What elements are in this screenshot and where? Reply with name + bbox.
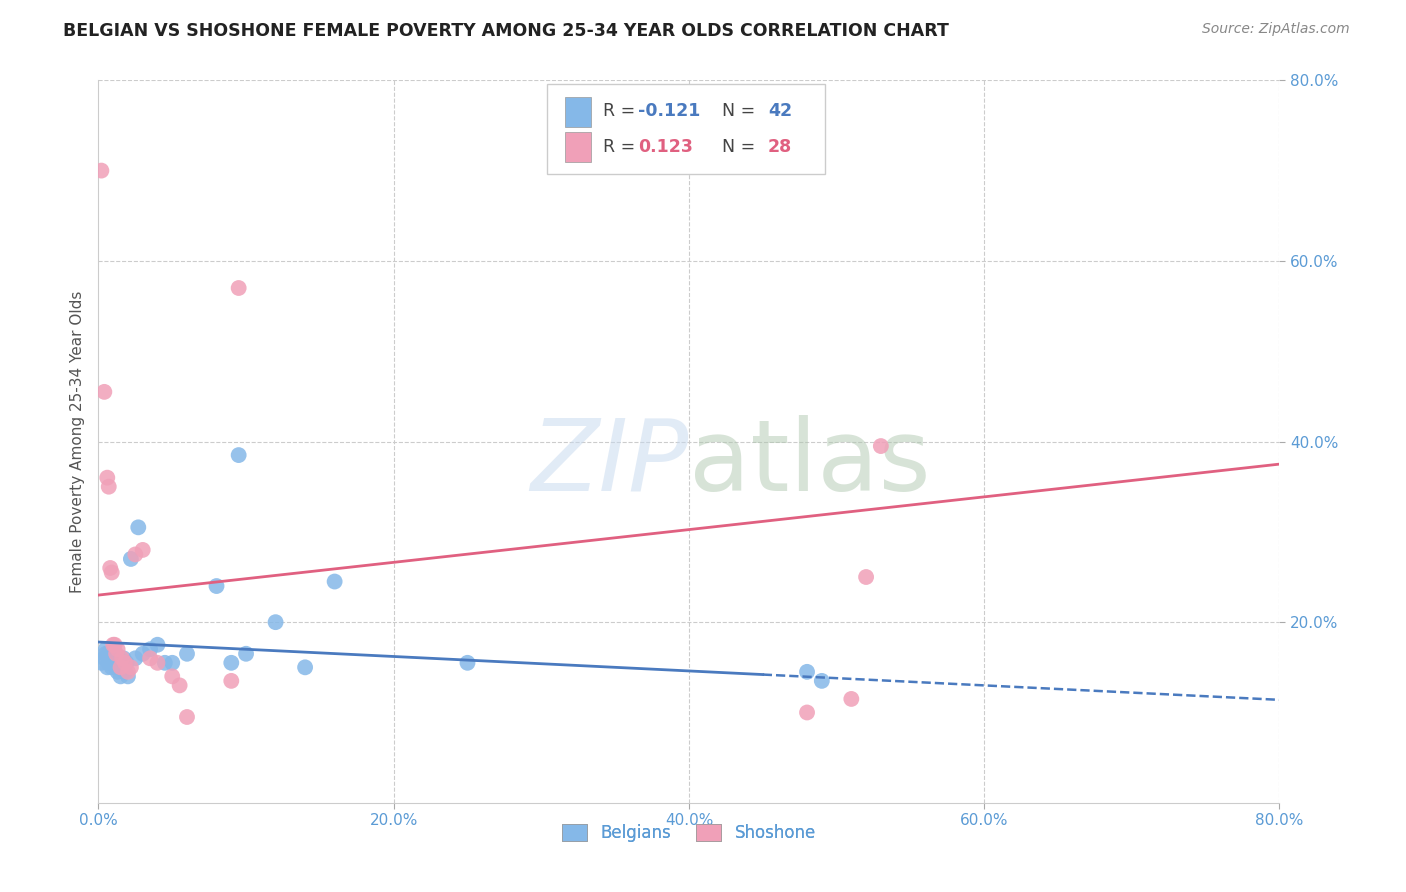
Point — [97, 647, 120, 661]
Point — [870, 439, 893, 453]
Point — [235, 647, 257, 661]
Point — [117, 665, 139, 679]
Point — [93, 384, 115, 399]
Point — [94, 647, 117, 661]
Legend: Belgians, Shoshone: Belgians, Shoshone — [555, 817, 823, 848]
Point — [146, 638, 169, 652]
Point — [855, 570, 877, 584]
Point — [114, 656, 136, 670]
Point — [103, 638, 125, 652]
Text: atlas: atlas — [689, 415, 931, 512]
Point — [117, 669, 139, 683]
Text: R =: R = — [603, 103, 641, 120]
Point — [120, 660, 142, 674]
FancyBboxPatch shape — [565, 97, 591, 128]
Point — [100, 660, 122, 674]
Y-axis label: Female Poverty Among 25-34 Year Olds: Female Poverty Among 25-34 Year Olds — [69, 291, 84, 592]
Point — [132, 542, 155, 557]
Point — [146, 656, 169, 670]
Point — [153, 656, 176, 670]
Point — [176, 710, 198, 724]
Point — [103, 647, 125, 661]
Point — [105, 647, 128, 661]
Point — [124, 651, 146, 665]
Point — [105, 660, 128, 674]
Point — [205, 579, 228, 593]
Point — [90, 656, 112, 670]
Point — [103, 656, 125, 670]
Text: BELGIAN VS SHOSHONE FEMALE POVERTY AMONG 25-34 YEAR OLDS CORRELATION CHART: BELGIAN VS SHOSHONE FEMALE POVERTY AMONG… — [63, 22, 949, 40]
Point — [323, 574, 346, 589]
Text: ZIP: ZIP — [530, 415, 689, 512]
Point — [111, 656, 134, 670]
Point — [139, 651, 162, 665]
Text: 0.123: 0.123 — [638, 137, 693, 156]
Point — [162, 656, 183, 670]
FancyBboxPatch shape — [565, 132, 591, 162]
Text: R =: R = — [603, 137, 645, 156]
Point — [221, 673, 243, 688]
Point — [169, 678, 191, 692]
Point — [98, 561, 121, 575]
Point — [810, 673, 832, 688]
Point — [97, 656, 120, 670]
Point — [90, 163, 112, 178]
Text: N =: N = — [711, 103, 761, 120]
Point — [110, 660, 132, 674]
Point — [111, 651, 134, 665]
Point — [114, 665, 136, 679]
Text: Source: ZipAtlas.com: Source: ZipAtlas.com — [1202, 22, 1350, 37]
Point — [112, 651, 135, 665]
Point — [796, 665, 818, 679]
Point — [94, 642, 117, 657]
Point — [124, 548, 146, 562]
Point — [104, 638, 127, 652]
Point — [139, 642, 162, 657]
Point — [107, 651, 129, 665]
Point — [120, 552, 142, 566]
Point — [841, 692, 863, 706]
FancyBboxPatch shape — [547, 84, 825, 174]
Point — [264, 615, 287, 630]
Point — [228, 448, 250, 462]
Point — [93, 651, 115, 665]
Point — [162, 669, 183, 683]
Point — [107, 665, 129, 679]
Point — [100, 566, 122, 580]
Point — [457, 656, 479, 670]
Point — [176, 647, 198, 661]
Point — [115, 656, 138, 670]
Point — [110, 669, 132, 683]
Point — [796, 706, 818, 720]
Point — [221, 656, 243, 670]
Text: -0.121: -0.121 — [638, 103, 700, 120]
Point — [107, 642, 129, 657]
Text: 28: 28 — [768, 137, 793, 156]
Text: 42: 42 — [768, 103, 792, 120]
Point — [104, 656, 127, 670]
Point — [127, 520, 149, 534]
Point — [100, 651, 122, 665]
Point — [96, 471, 118, 485]
Point — [228, 281, 250, 295]
Point — [294, 660, 316, 674]
Point — [96, 660, 118, 674]
Point — [108, 656, 131, 670]
Point — [132, 647, 155, 661]
Text: N =: N = — [711, 137, 761, 156]
Point — [98, 656, 121, 670]
Point — [97, 480, 120, 494]
